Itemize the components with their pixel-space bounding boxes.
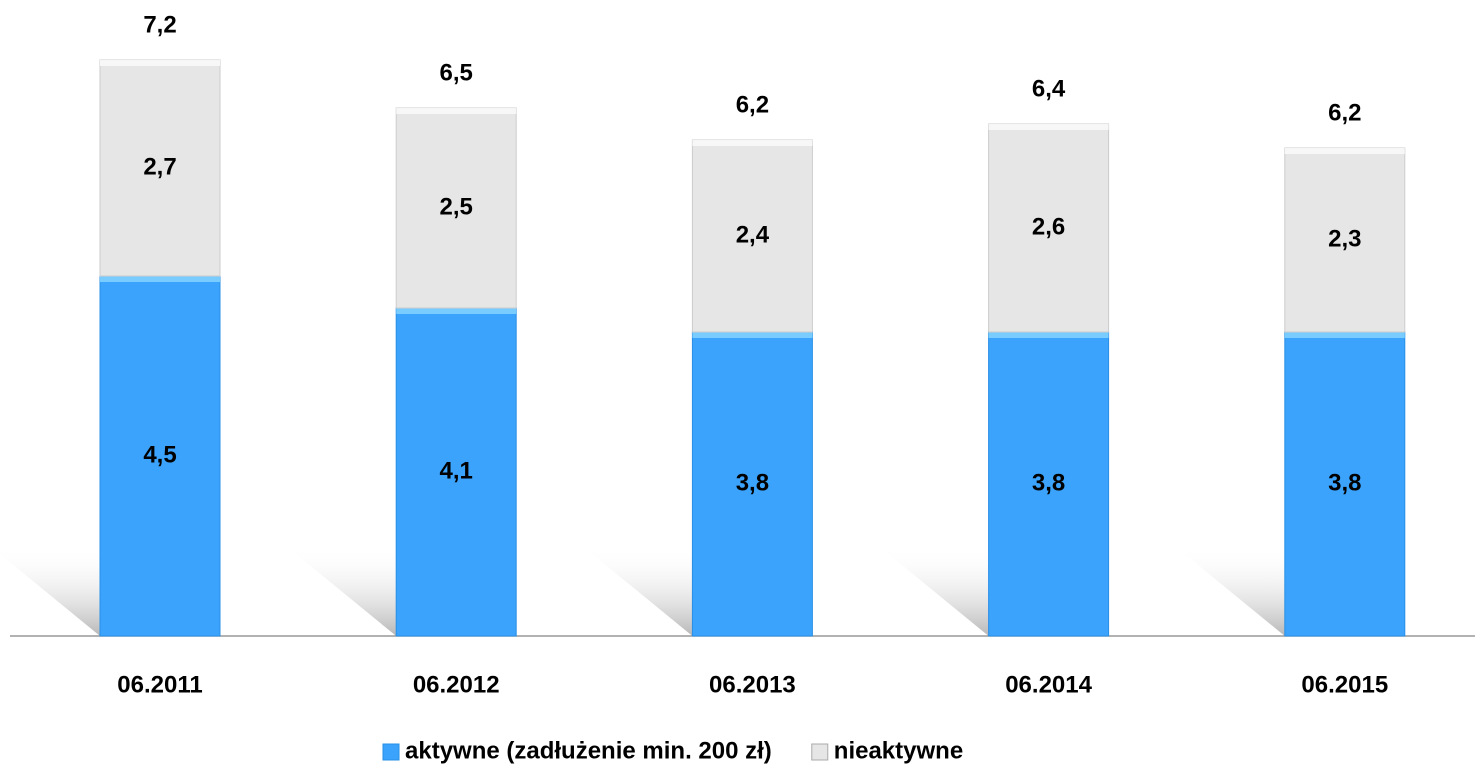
bar-segment (691, 331, 813, 637)
bar-segment (1284, 331, 1406, 637)
bar-bevel (692, 140, 813, 146)
x-tick-label: 06.2013 (709, 671, 796, 698)
bar-segment (99, 59, 221, 277)
data-label: 4,5 (143, 441, 176, 468)
data-label: 3,8 (736, 469, 769, 496)
bar-bevel (1284, 148, 1405, 154)
x-tick-label: 06.2014 (1005, 671, 1092, 698)
bar-segment (1284, 147, 1406, 333)
bar-bevel (988, 124, 1109, 130)
data-label: 2,7 (143, 153, 176, 180)
legend-swatch (382, 743, 400, 761)
total-label: 6,5 (440, 59, 473, 86)
data-label: 2,6 (1032, 213, 1065, 240)
total-label: 6,2 (1328, 99, 1361, 126)
data-label: 2,4 (736, 221, 770, 248)
bar-bevel (396, 108, 517, 114)
data-label: 3,8 (1328, 469, 1361, 496)
data-label: 2,5 (440, 193, 473, 220)
bar-bevel (100, 60, 220, 66)
x-tick-label: 06.2015 (1301, 671, 1388, 698)
x-tick-label: 06.2011 (117, 671, 202, 698)
bar-bevel (692, 332, 813, 338)
bar-bevel (988, 332, 1109, 338)
legend-label: aktywne (zadłużenie min. 200 zł) (405, 737, 772, 764)
bar-segment (99, 275, 221, 637)
bar-bevel (100, 276, 220, 282)
total-label: 6,4 (1032, 75, 1066, 102)
legend-label: nieaktywne (834, 737, 963, 764)
bar-segment (988, 331, 1110, 637)
data-label: 2,3 (1328, 225, 1361, 252)
data-label: 3,8 (1032, 469, 1065, 496)
bar-segment (395, 307, 517, 637)
data-label: 4,1 (440, 457, 473, 484)
bar-bevel (396, 308, 517, 314)
bar-segment (691, 139, 813, 333)
total-label: 6,2 (736, 91, 769, 118)
total-label: 7,2 (143, 11, 176, 38)
legend-swatch (811, 743, 829, 761)
bar-segment (988, 123, 1110, 333)
bar-bevel (1284, 332, 1405, 338)
x-tick-label: 06.2012 (413, 671, 500, 698)
